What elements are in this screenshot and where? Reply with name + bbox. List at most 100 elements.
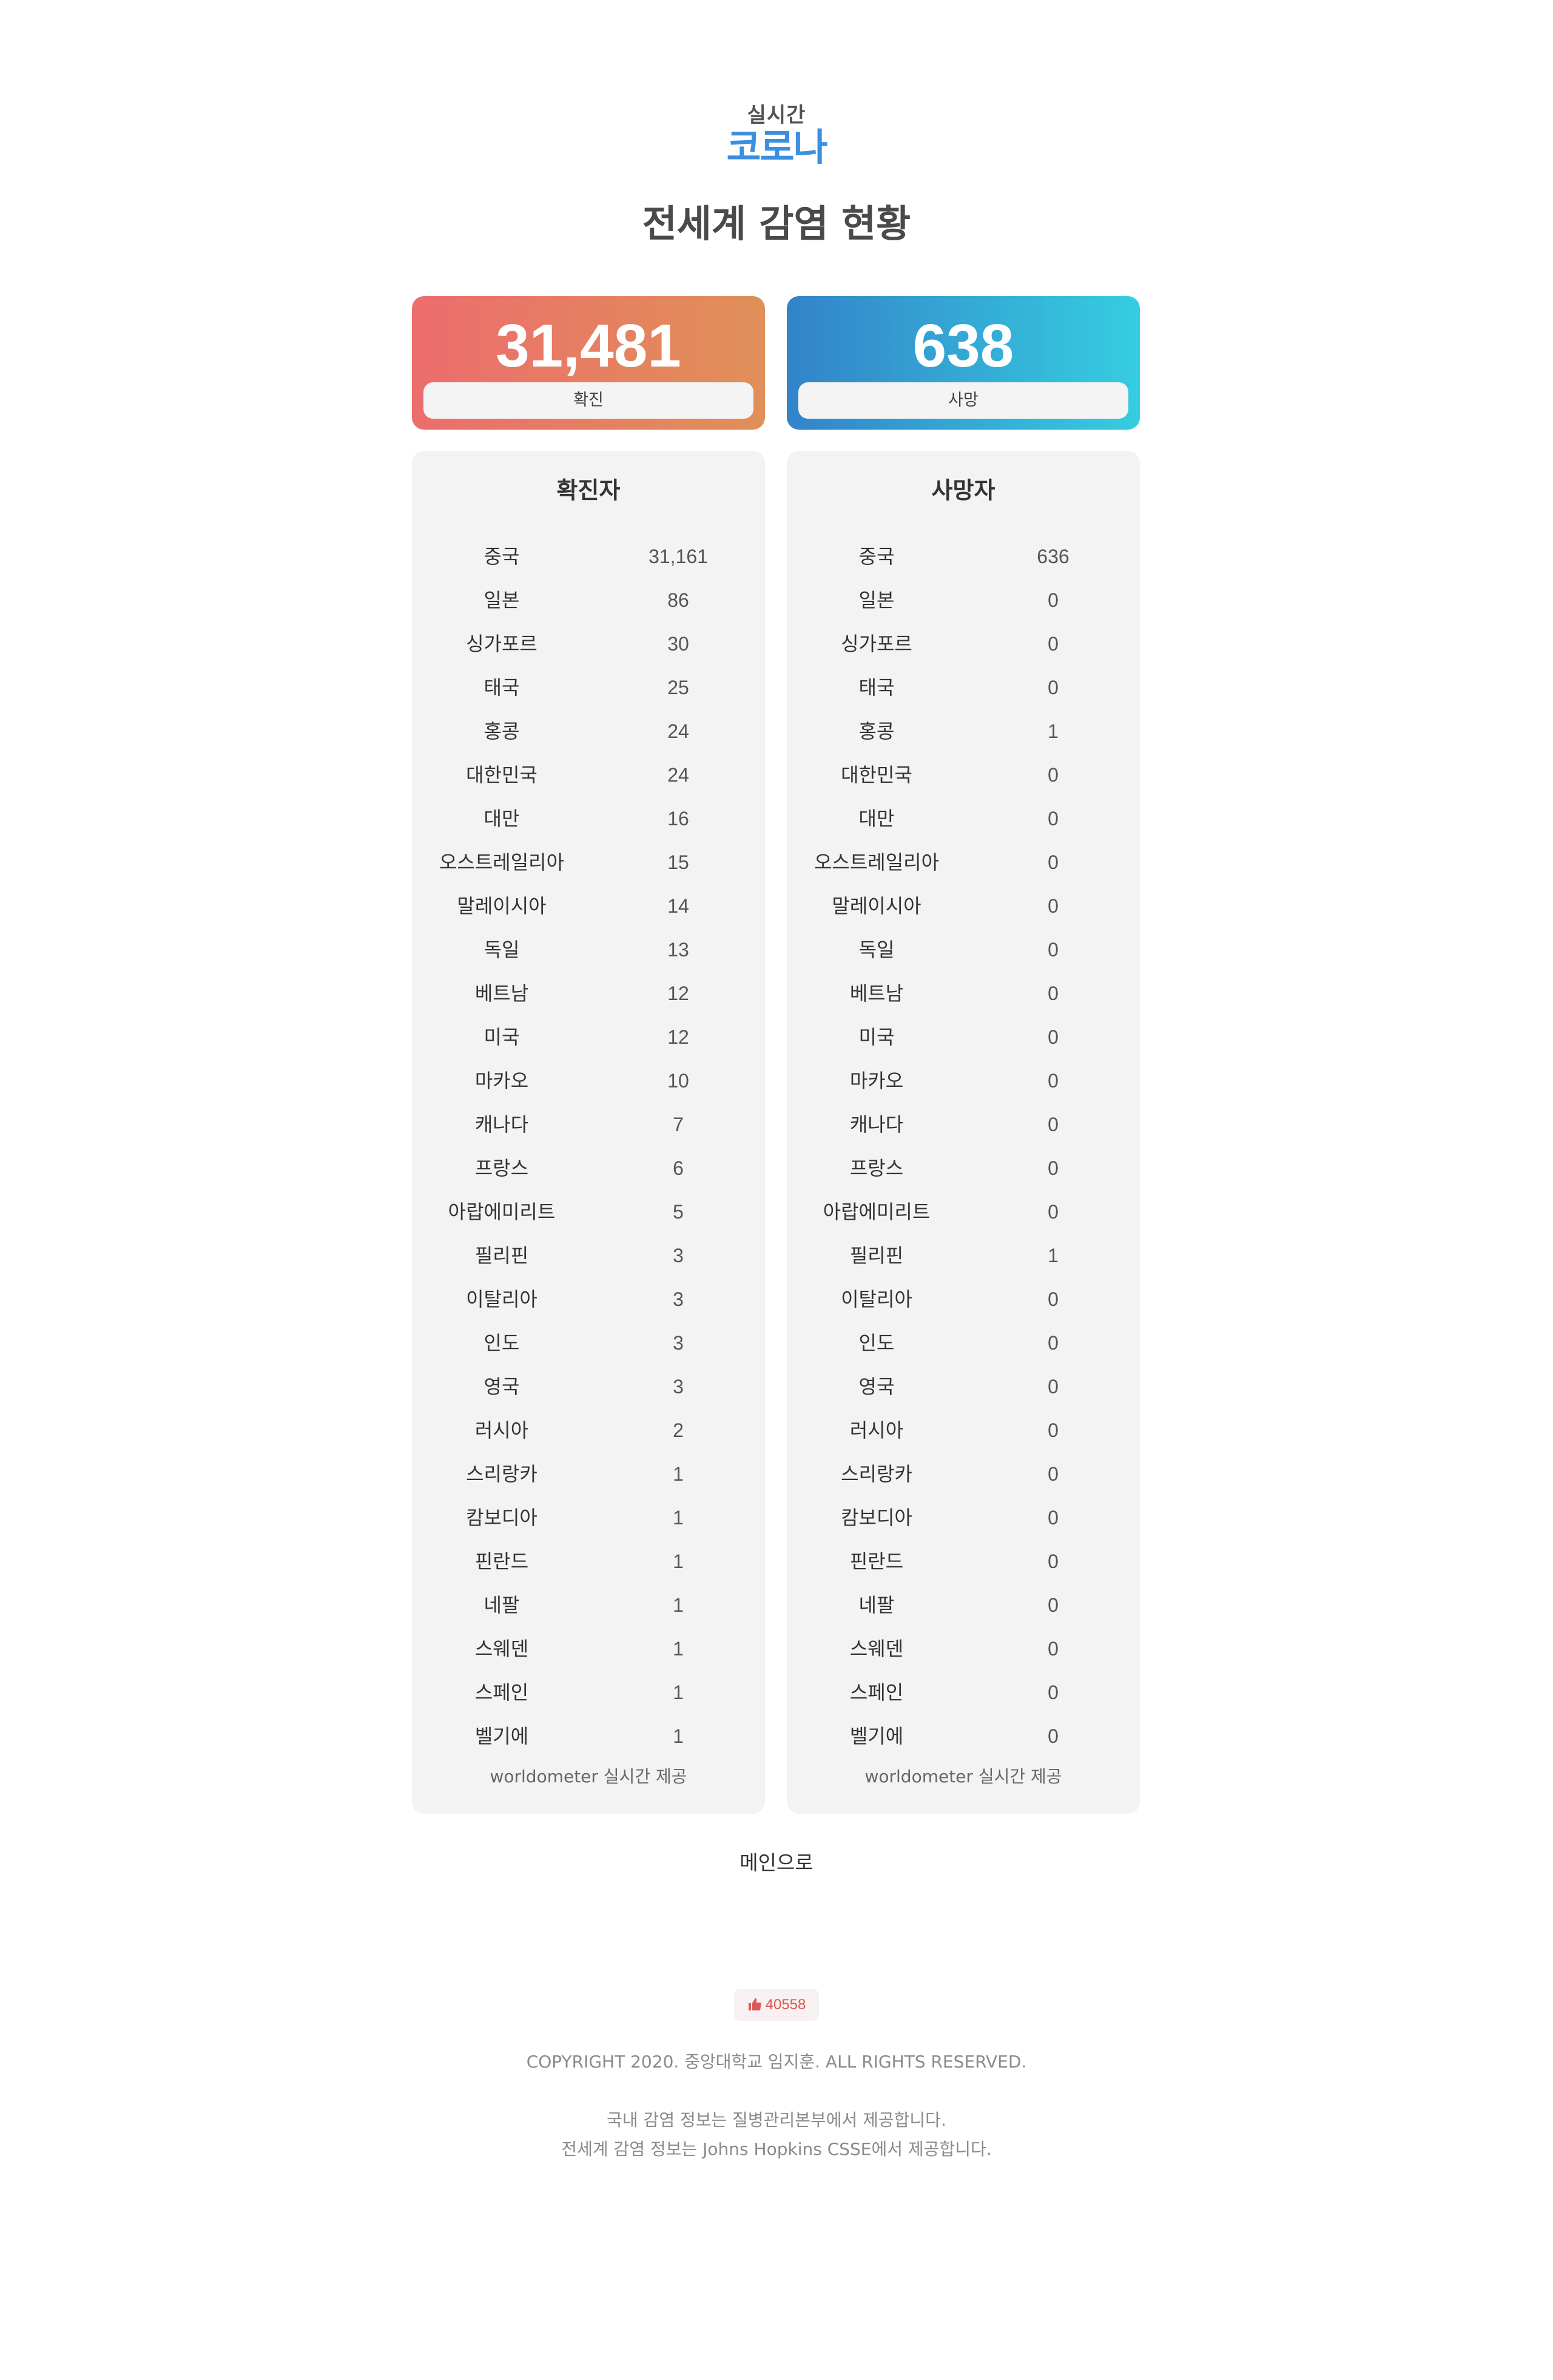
table-row: 홍콩 24 (412, 709, 765, 753)
country-name: 네팔 (858, 1594, 895, 1617)
country-name: 싱가포르 (841, 632, 912, 655)
table-row: 스페인 1 (412, 1671, 765, 1714)
table-row: 스웨덴 1 (412, 1627, 765, 1671)
case-count: 0 (1048, 808, 1059, 830)
case-count: 1 (673, 1463, 684, 1485)
country-name: 캐나다 (849, 1113, 904, 1136)
table-row: 대한민국 24 (412, 753, 765, 797)
case-count: 15 (667, 851, 689, 873)
logo[interactable]: 실시간 코로나 (0, 103, 1553, 167)
country-name: 태국 (483, 676, 520, 699)
case-count: 0 (1048, 1026, 1059, 1048)
table-row: 태국 25 (412, 666, 765, 709)
case-count: 0 (1048, 1157, 1059, 1179)
table-row: 미국 0 (787, 1015, 1140, 1059)
table-row: 베트남 0 (787, 972, 1140, 1015)
country-name: 태국 (858, 676, 895, 699)
table-row: 캄보디아 0 (787, 1496, 1140, 1540)
table-row: 벨기에 0 (787, 1714, 1140, 1758)
table-row: 중국 31,161 (412, 535, 765, 578)
case-count: 25 (667, 677, 689, 698)
case-count: 1 (673, 1638, 684, 1660)
country-name: 필리핀 (849, 1244, 904, 1267)
country-name: 캐나다 (474, 1113, 529, 1136)
case-count: 1 (673, 1550, 684, 1572)
main-page-link[interactable]: 메인으로 (739, 1851, 814, 1875)
footer-note-domestic: 국내 감염 정보는 질병관리본부에서 제공합니다. (607, 2110, 946, 2130)
country-name: 미국 (483, 1026, 520, 1049)
case-count: 636 (1037, 546, 1070, 567)
case-count: 7 (673, 1114, 684, 1135)
country-name: 오스트레일리아 (814, 851, 940, 874)
country-name: 스리랑카 (841, 1462, 912, 1486)
table-row: 독일 0 (787, 928, 1140, 972)
like-button[interactable]: 40558 (734, 1989, 819, 2021)
deaths-source: worldometer 실시간 제공 (864, 1766, 1062, 1787)
country-name: 영국 (483, 1375, 520, 1398)
table-row: 러시아 2 (412, 1408, 765, 1452)
country-name: 스페인 (474, 1681, 529, 1704)
country-name: 독일 (483, 938, 520, 961)
table-row: 스리랑카 1 (412, 1452, 765, 1496)
table-row: 아랍에미리트 5 (412, 1190, 765, 1234)
table-row: 인도 0 (787, 1321, 1140, 1365)
case-count: 1 (673, 1594, 684, 1616)
thumbs-up-icon (748, 1998, 761, 2010)
case-count: 0 (1048, 1682, 1059, 1703)
page-title: 전세계 감염 현황 (642, 201, 911, 246)
table-row: 핀란드 1 (412, 1540, 765, 1583)
footer-note-global: 전세계 감염 정보는 Johns Hopkins CSSE에서 제공합니다. (561, 2139, 992, 2159)
country-name: 인도 (483, 1331, 520, 1354)
country-name: 오스트레일리아 (439, 851, 565, 874)
table-row: 미국 12 (412, 1015, 765, 1059)
case-count: 0 (1048, 1638, 1059, 1660)
case-count: 5 (673, 1201, 684, 1223)
country-name: 아랍에미리트 (823, 1200, 931, 1223)
table-row: 스페인 0 (787, 1671, 1140, 1714)
confirmed-table: 확진자 중국 31,161 일본 86 싱가포르 30 태국 25 홍콩 24 대한민국 24 대만 16… (412, 451, 765, 1814)
country-name: 핀란드 (474, 1550, 529, 1573)
table-row: 네팔 0 (787, 1583, 1140, 1627)
deaths-summary-card: 638 사망 (787, 296, 1140, 430)
country-name: 인도 (858, 1331, 895, 1354)
country-name: 마카오 (849, 1069, 904, 1092)
case-count: 24 (667, 720, 689, 742)
country-name: 말레이시아 (457, 894, 547, 918)
case-count: 3 (673, 1288, 684, 1310)
confirmed-summary-card: 31,481 확진 (412, 296, 765, 430)
case-count: 0 (1048, 895, 1059, 917)
table-row: 이탈리아 0 (787, 1277, 1140, 1321)
country-name: 마카오 (474, 1069, 529, 1092)
country-name: 베트남 (474, 982, 529, 1005)
case-count: 0 (1048, 1725, 1059, 1747)
country-name: 대한민국 (466, 763, 537, 786)
case-count: 1 (673, 1682, 684, 1703)
like-count: 40558 (765, 1996, 806, 2013)
table-row: 마카오 0 (787, 1059, 1140, 1103)
country-name: 필리핀 (474, 1244, 529, 1267)
case-count: 6 (673, 1157, 684, 1179)
country-name: 싱가포르 (466, 632, 537, 655)
country-name: 캄보디아 (841, 1506, 912, 1529)
table-row: 중국 636 (787, 535, 1140, 578)
table-row: 독일 13 (412, 928, 765, 972)
case-count: 13 (667, 939, 689, 961)
case-count: 0 (1048, 1594, 1059, 1616)
case-count: 0 (1048, 677, 1059, 698)
case-count: 0 (1048, 939, 1059, 961)
case-count: 0 (1048, 1201, 1059, 1223)
table-row: 베트남 12 (412, 972, 765, 1015)
case-count: 0 (1048, 1550, 1059, 1572)
table-row: 대만 0 (787, 797, 1140, 840)
confirmed-source: worldometer 실시간 제공 (490, 1766, 687, 1787)
case-count: 3 (673, 1245, 684, 1266)
table-row: 캐나다 7 (412, 1103, 765, 1146)
case-count: 0 (1048, 1419, 1059, 1441)
country-name: 벨기에 (849, 1725, 904, 1748)
country-name: 아랍에미리트 (448, 1200, 556, 1223)
table-row: 싱가포르 30 (412, 622, 765, 666)
case-count: 0 (1048, 1070, 1059, 1092)
case-count: 0 (1048, 1288, 1059, 1310)
country-name: 영국 (858, 1375, 895, 1398)
